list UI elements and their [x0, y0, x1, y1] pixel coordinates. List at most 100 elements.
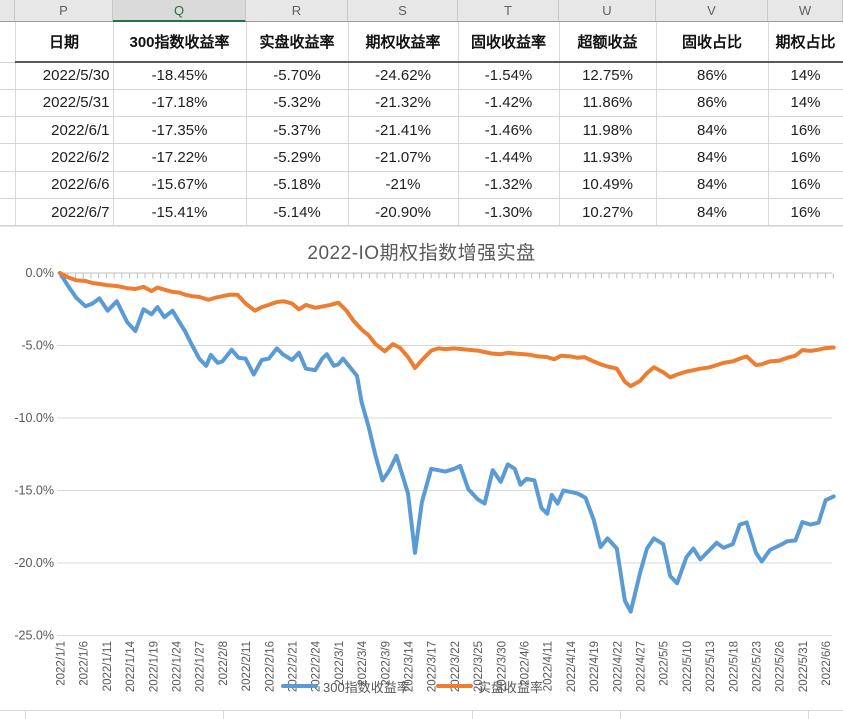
sheet-gridline-stub	[620, 711, 621, 719]
x-axis-label: 2022/5/26	[775, 641, 787, 692]
value-cell[interactable]: 10.27%	[559, 198, 657, 227]
value-cell[interactable]: 12.75%	[559, 62, 657, 90]
value-cell[interactable]: -21.32%	[348, 89, 459, 118]
column-header-R[interactable]: R	[246, 0, 348, 21]
value-cell[interactable]: 86%	[656, 89, 769, 118]
x-axis-label: 2022/3/4	[357, 640, 369, 685]
value-cell[interactable]: -5.37%	[246, 116, 349, 145]
x-axis-label: 2022/1/19	[148, 641, 160, 692]
row-gutter-cell[interactable]	[0, 171, 16, 200]
row-gutter-cell[interactable]	[0, 198, 16, 227]
value-cell[interactable]: -20.90%	[348, 198, 459, 227]
x-axis-label: 2022/4/27	[636, 641, 648, 692]
value-cell[interactable]: 86%	[656, 62, 769, 90]
value-cell[interactable]: -21.41%	[348, 116, 459, 145]
column-title-6[interactable]: 固收占比	[656, 22, 769, 63]
y-axis-labels: 0.0% -5.0% -10.0% -15.0% -20.0% -25.0%	[14, 266, 54, 643]
column-header-Q[interactable]: Q	[113, 0, 246, 22]
x-axis-label: 2022/3/30	[496, 641, 508, 692]
column-header-S[interactable]: S	[348, 0, 458, 21]
value-cell[interactable]: -1.30%	[458, 198, 560, 227]
column-title-5[interactable]: 超额收益	[559, 22, 657, 63]
legend-item-fund-series[interactable]: 实盘收益率	[436, 678, 543, 695]
column-header-T[interactable]: T	[458, 0, 559, 21]
x-axis-label: 2022/4/19	[589, 641, 601, 692]
value-cell[interactable]: 14%	[768, 62, 843, 90]
series-line-index[interactable]	[58, 271, 836, 614]
header-gutter-cell[interactable]	[0, 22, 16, 63]
value-cell[interactable]: 11.98%	[559, 116, 657, 145]
date-cell[interactable]: 2022/5/31	[15, 89, 114, 118]
value-cell[interactable]: 11.93%	[559, 143, 657, 172]
value-cell[interactable]: -5.29%	[246, 143, 349, 172]
value-cell[interactable]: -5.14%	[246, 198, 349, 227]
value-cell[interactable]: 10.49%	[559, 171, 657, 200]
value-cell[interactable]: -17.18%	[113, 89, 247, 118]
column-header-gutter[interactable]	[0, 0, 15, 21]
column-header-V[interactable]: V	[656, 0, 768, 21]
value-cell[interactable]: -5.70%	[246, 62, 349, 90]
x-axis-label: 2022/3/22	[450, 641, 462, 692]
x-axis-labels: 2022/1/1 2022/1/6 2022/1/11 2022/1/14 2022/1…	[56, 640, 834, 692]
value-cell[interactable]: -21%	[348, 171, 459, 200]
value-cell[interactable]: -1.42%	[458, 89, 560, 118]
column-title-4[interactable]: 固收收益率	[458, 22, 560, 63]
date-cell[interactable]: 2022/5/30	[15, 62, 114, 90]
value-cell[interactable]: 11.86%	[559, 89, 657, 118]
value-cell[interactable]: 16%	[768, 116, 843, 145]
row-gutter-cell[interactable]	[0, 89, 16, 118]
column-header-U[interactable]: U	[559, 0, 656, 21]
value-cell[interactable]: -21.07%	[348, 143, 459, 172]
sheet-gridline-stub	[223, 711, 224, 719]
value-cell[interactable]: 84%	[656, 198, 769, 227]
x-axis-label: 2022/2/16	[264, 641, 276, 692]
value-cell[interactable]: -17.22%	[113, 143, 247, 172]
value-cell[interactable]: 16%	[768, 171, 843, 200]
value-cell[interactable]: 84%	[656, 171, 769, 200]
chart-area[interactable]: 0.0% -5.0% -10.0% -15.0% -20.0% -25.0% 2022/1/…	[0, 226, 843, 711]
column-title-3[interactable]: 期权收益率	[348, 22, 459, 63]
value-cell[interactable]: -15.41%	[113, 198, 247, 227]
legend-item-index-series[interactable]: 300指数收益率	[281, 678, 410, 695]
value-cell[interactable]: -5.32%	[246, 89, 349, 118]
x-tick-marks	[59, 273, 834, 279]
x-axis-label: 2022/1/27	[195, 641, 207, 692]
column-title-1[interactable]: 300指数收益率	[113, 22, 247, 63]
column-title-7[interactable]: 期权占比	[768, 22, 843, 63]
value-cell[interactable]: 14%	[768, 89, 843, 118]
x-axis-label: 2022/1/1	[56, 641, 68, 686]
table-row: 2022/5/31 -17.18% -5.32% -21.32% -1.42% 11.86…	[0, 89, 843, 118]
column-header-W[interactable]: W	[768, 0, 843, 21]
value-cell[interactable]: -1.32%	[458, 171, 560, 200]
value-cell[interactable]: 16%	[768, 143, 843, 172]
series-line-fund[interactable]	[58, 271, 836, 389]
value-cell[interactable]: -17.35%	[113, 116, 247, 145]
row-gutter-cell[interactable]	[0, 143, 16, 172]
y-axis-label: -15.0%	[14, 484, 54, 498]
value-cell[interactable]: -15.67%	[113, 171, 247, 200]
column-header-P[interactable]: P	[15, 0, 113, 21]
x-axis-label: 2022/4/6	[520, 641, 532, 686]
date-cell[interactable]: 2022/6/2	[15, 143, 114, 172]
column-title-2[interactable]: 实盘收益率	[246, 22, 349, 63]
row-gutter-cell[interactable]	[0, 62, 16, 90]
value-cell[interactable]: -1.46%	[458, 116, 560, 145]
table-row: 2022/6/7 -15.41% -5.14% -20.90% -1.30% 10.27%…	[0, 198, 843, 227]
value-cell[interactable]: 84%	[656, 116, 769, 145]
date-cell[interactable]: 2022/6/6	[15, 171, 114, 200]
column-title-0[interactable]: 日期	[15, 22, 114, 63]
x-axis-label: 2022/1/24	[172, 640, 184, 692]
value-cell[interactable]: 84%	[656, 143, 769, 172]
value-cell[interactable]: -24.62%	[348, 62, 459, 90]
chart-canvas[interactable]: 0.0%-5.0%-10.0%-15.0%-20.0%-25.0%2022/1/…	[0, 227, 843, 712]
value-cell[interactable]: -18.45%	[113, 62, 247, 90]
row-gutter-cell[interactable]	[0, 116, 16, 145]
date-cell[interactable]: 2022/6/7	[15, 198, 114, 227]
value-cell[interactable]: -1.54%	[458, 62, 560, 90]
value-cell[interactable]: 16%	[768, 198, 843, 227]
value-cell[interactable]: -5.18%	[246, 171, 349, 200]
date-cell[interactable]: 2022/6/1	[15, 116, 114, 145]
value-cell[interactable]: -1.44%	[458, 143, 560, 172]
